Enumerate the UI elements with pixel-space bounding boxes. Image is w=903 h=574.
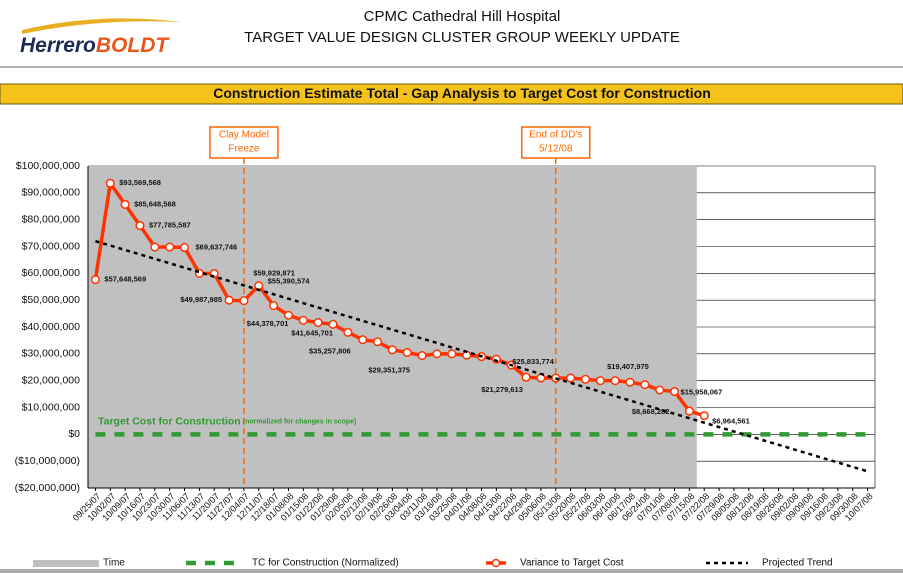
point-marker (150, 242, 160, 252)
point-marker (566, 373, 576, 383)
point-marker (343, 327, 353, 337)
logo: HerreroBOLDT (20, 18, 182, 57)
y-tick-label: $60,000,000 (22, 267, 81, 279)
value-label: $85,648,568 (134, 199, 176, 208)
value-label: $41,645,701 (291, 329, 333, 338)
legend-label: TC for Construction (Normalized) (252, 558, 399, 569)
series-line (95, 239, 868, 473)
logo-swoosh (22, 18, 182, 34)
legend-label: Projected Trend (762, 558, 833, 569)
point-marker (699, 411, 709, 421)
value-label: $35,257,806 (309, 347, 351, 356)
point-marker (595, 376, 605, 386)
point-marker (179, 242, 190, 253)
point-marker (239, 296, 249, 306)
point-marker (298, 315, 308, 325)
y-tick-label: ($10,000,000) (15, 455, 80, 467)
point-marker (254, 281, 264, 291)
value-label: $77,785,587 (149, 221, 191, 230)
point-marker (655, 385, 665, 395)
point-marker (224, 295, 234, 305)
legend-label: Time (103, 558, 125, 569)
legend-label: Variance to Target Cost (520, 558, 624, 569)
annotation-text: Freeze (228, 144, 260, 155)
point-marker (447, 349, 457, 359)
y-tick-label: $0 (68, 428, 80, 440)
logo-brand: HerreroBOLDT (20, 34, 170, 57)
target-label: Target Cost for Construction (normalized … (98, 415, 356, 427)
header-subtitle: TARGET VALUE DESIGN CLUSTER GROUP WEEKLY… (244, 29, 680, 46)
point-marker (521, 372, 531, 382)
value-label: $55,390,574 (268, 277, 311, 286)
y-tick-label: $40,000,000 (22, 321, 81, 333)
point-marker (165, 242, 175, 252)
point-marker (432, 349, 442, 359)
value-label: $19,407,975 (607, 362, 649, 371)
legend-swatch (33, 560, 99, 567)
point-marker (640, 380, 650, 390)
value-label: $8,668,282 (632, 407, 670, 416)
point-marker (90, 275, 100, 285)
header-title: CPMC Cathedral Hill Hospital (364, 8, 561, 25)
y-tick-label: $20,000,000 (22, 374, 81, 386)
value-label: $93,569,568 (119, 178, 161, 187)
point-marker (684, 406, 694, 416)
point-marker (625, 377, 635, 387)
point-marker (269, 300, 279, 311)
value-label: $21,279,613 (481, 385, 523, 394)
point-marker (610, 376, 620, 386)
time-shade (88, 166, 697, 488)
annotation-text: End of DD's (529, 130, 582, 141)
value-label: $6,964,561 (712, 417, 750, 426)
point-marker (105, 178, 115, 188)
point-marker (283, 310, 294, 320)
point-marker (669, 386, 680, 397)
target-label-text: Target Cost for Construction (98, 415, 241, 427)
value-label: $59,929,871 (253, 269, 295, 278)
annotation-box (520, 126, 591, 159)
point-marker (387, 345, 397, 355)
point-marker (120, 199, 130, 210)
point-marker (373, 337, 383, 347)
chart-title-band (0, 83, 903, 105)
value-label: $29,351,375 (368, 366, 410, 375)
point-marker (402, 347, 412, 358)
point-marker (328, 319, 338, 329)
value-label: $49,987,985 (180, 295, 222, 304)
value-label: $44,378,701 (247, 319, 289, 328)
y-tick-label: $10,000,000 (22, 401, 81, 413)
y-tick-label: $70,000,000 (22, 240, 81, 252)
y-tick-label: $100,000,000 (16, 160, 80, 172)
y-tick-label: $50,000,000 (22, 294, 81, 306)
point-marker (417, 351, 427, 361)
value-label: $25,833,774 (512, 357, 555, 366)
legend-marker (491, 558, 501, 568)
value-label: $57,648,569 (104, 275, 146, 284)
annotation-text: Clay Model (219, 130, 269, 141)
point-marker (313, 318, 323, 328)
annotation-text: 5/12/08 (539, 144, 573, 155)
chart-title: Construction Estimate Total - Gap Analys… (213, 85, 711, 101)
value-label: $15,958,067 (681, 387, 723, 396)
logo-brand-b: BOLDT (96, 34, 170, 57)
y-tick-label: $30,000,000 (22, 348, 81, 360)
logo-brand-a: Herrero (20, 34, 96, 57)
y-tick-label: $80,000,000 (22, 213, 81, 225)
value-label: $69,637,746 (196, 242, 238, 251)
target-label-note: (normalized for changes in scope) (243, 418, 357, 425)
point-marker (580, 374, 590, 384)
point-marker (358, 335, 368, 345)
y-tick-label: $90,000,000 (22, 187, 81, 199)
annotation-box (209, 126, 279, 159)
point-marker (135, 221, 145, 231)
y-tick-label: ($20,000,000) (15, 482, 80, 494)
